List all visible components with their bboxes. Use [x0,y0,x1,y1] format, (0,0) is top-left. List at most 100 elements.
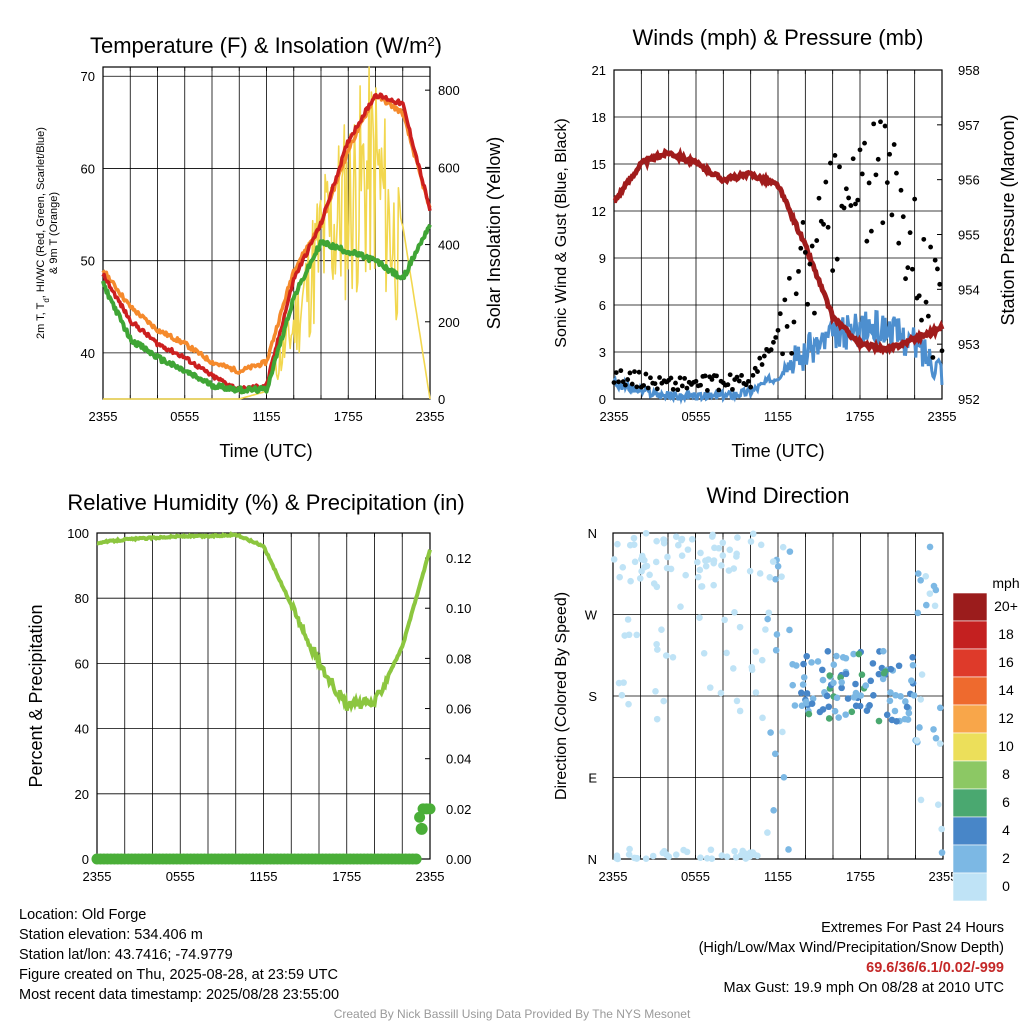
dir-ytick: W [585,608,598,623]
dir-ytick: N [588,526,597,541]
dir-point [723,649,730,657]
dir-point [936,740,944,747]
wind-gust-point [859,171,865,177]
dir-point [819,676,827,684]
dir-point [785,846,792,853]
dir-point [917,696,925,703]
temp-ytick: 40 [81,346,95,361]
dir-point [667,565,675,573]
dir-point [731,609,738,616]
rh-ytick: 40 [75,722,89,737]
colorbar-label: 6 [1002,794,1010,810]
temp-ylabel-sub: d [42,298,51,302]
dir-point [626,845,633,853]
dir-point [688,535,696,543]
wind-gust-point [925,313,931,319]
dir-point [626,541,634,549]
dir-point [630,534,638,542]
wind-gust-point [857,147,863,153]
wind-gust-point [684,385,690,391]
wind-ytick: 21 [592,63,606,78]
wind-gust-point [654,386,660,392]
wind-gust-point [866,180,872,186]
dir-point [819,666,826,674]
extremes-heading: Extremes For Past 24 Hours [821,920,1004,936]
dir-point [892,691,899,699]
temp-y2tick: 600 [438,160,460,175]
dir-point [660,536,667,543]
dir-point [767,729,774,736]
dir-point [759,714,766,722]
dir-point [798,689,805,697]
dir-point [833,694,841,702]
dir-point [786,548,794,555]
wind-gust-point [750,372,756,378]
wind-y2tick: 952 [958,392,980,407]
wind-gust-point [909,266,915,272]
rh-precip-point [424,803,436,815]
dir-point [809,695,817,702]
rh-y2tick: 0.00 [446,852,471,867]
colorbar-swatch [952,704,988,734]
colorbar-swatch [952,620,988,650]
wind-gust-point [793,291,799,297]
dir-point [734,534,741,541]
wind-gust-point [903,276,908,282]
dir-point [703,854,711,862]
wind-gust-point [939,348,945,354]
dir-point [653,715,661,723]
temp-ylabel-rest: , HI/WC (Red, Green, Scarlet/Blue) [35,127,47,298]
wind-gust-point [850,156,856,162]
wind-gust-point [871,121,877,127]
dir-point [918,671,926,678]
wind-gust-point [730,386,735,392]
station-elevation: Station elevation: 534.406 m [19,927,203,943]
temp-y2tick: 800 [438,83,460,98]
colorbar-swatch [952,648,988,678]
wind-gust-point [891,142,897,147]
dir-point [857,692,865,699]
wind-gust-point [625,377,631,382]
wind-gust-point [898,187,904,193]
wind-gust-point [884,180,890,186]
wind-gust-point [800,220,806,225]
dir-point [862,682,870,689]
dir-point [765,609,773,617]
dir-point [779,728,786,736]
dir-point [660,847,668,855]
dir-point [731,847,738,855]
wind-gust-point [912,196,918,202]
wind-gust-point [834,256,840,262]
wind-gust-point [789,350,795,356]
dir-point [891,707,899,715]
dir-point [697,549,704,557]
dir-point [684,546,692,553]
colorbar-swatch [952,844,988,874]
dir-point [897,692,904,700]
dir-point [830,679,837,687]
wind-gust-point [896,240,902,246]
wind-speed-colorbar: mph 20+ 18 16 14 12 10 8 6 4 2 0 [952,575,1020,902]
wind-gust-point [843,186,849,192]
dir-point [916,724,923,731]
dir-point [904,716,912,723]
dir-point [627,577,634,585]
dir-point [824,648,832,655]
dir-point [875,670,883,678]
dir-point [757,541,765,549]
dir-point [744,853,751,861]
temp-ytick: 70 [81,69,95,84]
wind-gust-point [802,249,808,255]
dir-ytick: S [588,689,597,704]
station-info: Location: Old Forge Station elevation: 5… [19,905,339,1005]
wind-ytick: 6 [599,298,606,313]
wind-xtick: 2355 [928,409,957,424]
dir-point [705,556,712,563]
dir-point [800,660,807,668]
dir-point [842,711,849,718]
wind-gust-point [657,375,662,380]
dir-point [643,562,651,570]
dir-point [732,853,740,861]
temp-title-sup: 2 [427,34,434,49]
